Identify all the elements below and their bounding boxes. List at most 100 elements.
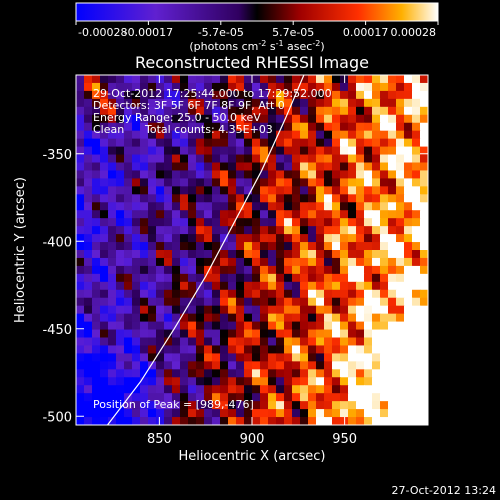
heatmap-cell bbox=[100, 401, 109, 410]
heatmap-cell bbox=[284, 90, 293, 100]
heatmap-cell bbox=[196, 98, 205, 108]
heatmap-cell bbox=[300, 297, 309, 307]
heatmap-cell bbox=[76, 289, 85, 299]
heatmap-cell bbox=[100, 130, 109, 140]
heatmap-cell bbox=[244, 321, 253, 331]
heatmap-cell bbox=[388, 90, 397, 100]
heatmap-cell bbox=[148, 265, 157, 275]
heatmap-cell bbox=[308, 146, 317, 156]
heatmap-cell bbox=[332, 321, 341, 331]
heatmap-cell bbox=[388, 226, 397, 235]
heatmap-cell bbox=[300, 250, 309, 259]
heatmap-cell bbox=[412, 321, 421, 331]
heatmap-cell bbox=[388, 218, 397, 227]
heatmap-cell bbox=[148, 162, 157, 172]
heatmap-cell bbox=[308, 82, 317, 92]
heatmap-cell bbox=[84, 186, 93, 195]
heatmap-cell bbox=[212, 122, 221, 132]
annotation-peak: Position of Peak = [989,-476] bbox=[93, 398, 254, 411]
heatmap-cell bbox=[284, 409, 293, 418]
heatmap-cell bbox=[108, 273, 117, 283]
heatmap-cell bbox=[260, 401, 269, 410]
heatmap-cell bbox=[148, 297, 157, 307]
heatmap-cell bbox=[412, 162, 421, 172]
heatmap-cell bbox=[76, 138, 85, 148]
heatmap-cell bbox=[188, 409, 197, 418]
heatmap-cell bbox=[196, 369, 205, 378]
heatmap-cell bbox=[92, 122, 101, 132]
heatmap-cell bbox=[380, 226, 389, 235]
axis-ticks: 850 900 950-350-400-450-500 bbox=[42, 75, 428, 447]
heatmap-cell bbox=[180, 130, 189, 140]
heatmap-cell bbox=[172, 313, 181, 323]
heatmap-cell bbox=[212, 162, 221, 172]
heatmap-cell bbox=[76, 321, 85, 331]
heatmap-cell bbox=[396, 218, 405, 227]
heatmap-cell bbox=[180, 377, 189, 386]
heatmap-cell bbox=[140, 146, 149, 156]
heatmap-cell bbox=[284, 401, 293, 410]
heatmap-cell bbox=[380, 385, 389, 394]
heatmap-cell bbox=[388, 401, 397, 410]
colorbar-tick-label: 5.7e-05 bbox=[272, 26, 314, 39]
heatmap-cell bbox=[404, 178, 413, 187]
heatmap-cell bbox=[124, 345, 133, 354]
heatmap-cell bbox=[212, 353, 221, 362]
heatmap-cell bbox=[172, 90, 181, 100]
heatmap-cell bbox=[236, 218, 245, 227]
heatmap-cell bbox=[268, 337, 277, 347]
heatmap-cell bbox=[100, 377, 109, 386]
heatmap-cell bbox=[420, 321, 428, 331]
heatmap-cell bbox=[348, 250, 357, 259]
heatmap-cell bbox=[348, 401, 357, 410]
heatmap-cell bbox=[396, 281, 405, 291]
heatmap-cell bbox=[108, 401, 117, 410]
heatmap-cell bbox=[156, 353, 165, 362]
heatmap-cell bbox=[324, 313, 333, 323]
heatmap-cell bbox=[188, 345, 197, 354]
heatmap-cell bbox=[356, 289, 365, 299]
y-tick-label: -500 bbox=[42, 410, 72, 425]
heatmap-cell bbox=[172, 401, 181, 410]
heatmap-cell bbox=[252, 385, 261, 394]
heatmap-cell bbox=[380, 305, 389, 315]
heatmap-cell bbox=[212, 345, 221, 354]
heatmap-cell bbox=[100, 297, 109, 307]
heatmap-cell bbox=[388, 409, 397, 418]
heatmap-cell bbox=[316, 242, 325, 251]
heatmap-cell bbox=[108, 305, 117, 315]
heatmap-cell bbox=[204, 234, 213, 243]
heatmap-cell bbox=[260, 75, 269, 84]
heatmap-cell bbox=[340, 369, 349, 378]
heatmap-cell bbox=[204, 146, 213, 156]
heatmap-cell bbox=[164, 82, 173, 92]
solar-limb-curve bbox=[107, 75, 305, 425]
heatmap-cell bbox=[252, 337, 261, 347]
heatmap-cell bbox=[292, 178, 301, 187]
heatmap-cell bbox=[124, 329, 133, 339]
heatmap-cell bbox=[316, 114, 325, 124]
heatmap-cell bbox=[284, 289, 293, 299]
heatmap-cell bbox=[276, 130, 285, 140]
heatmap-cell bbox=[404, 162, 413, 172]
heatmap-cell bbox=[188, 178, 197, 187]
heatmap-cell bbox=[116, 202, 125, 211]
heatmap-cell bbox=[260, 289, 269, 299]
heatmap-cell bbox=[228, 409, 237, 418]
heatmap-cell bbox=[260, 305, 269, 315]
heatmap-cell bbox=[348, 226, 357, 235]
heatmap-cell bbox=[380, 146, 389, 156]
heatmap-cell bbox=[124, 138, 133, 148]
heatmap-cell bbox=[92, 234, 101, 243]
heatmap-cell bbox=[364, 98, 373, 108]
heatmap-cell bbox=[316, 329, 325, 339]
heatmap-cell bbox=[228, 186, 237, 195]
heatmap-cell bbox=[92, 265, 101, 275]
heatmap-cell bbox=[108, 162, 117, 172]
heatmap-cell bbox=[284, 226, 293, 235]
heatmap-cell bbox=[388, 210, 397, 219]
heatmap-cell bbox=[420, 82, 428, 92]
heatmap-cell bbox=[244, 393, 253, 402]
heatmap-cell bbox=[284, 313, 293, 323]
heatmap-cell bbox=[220, 90, 229, 100]
